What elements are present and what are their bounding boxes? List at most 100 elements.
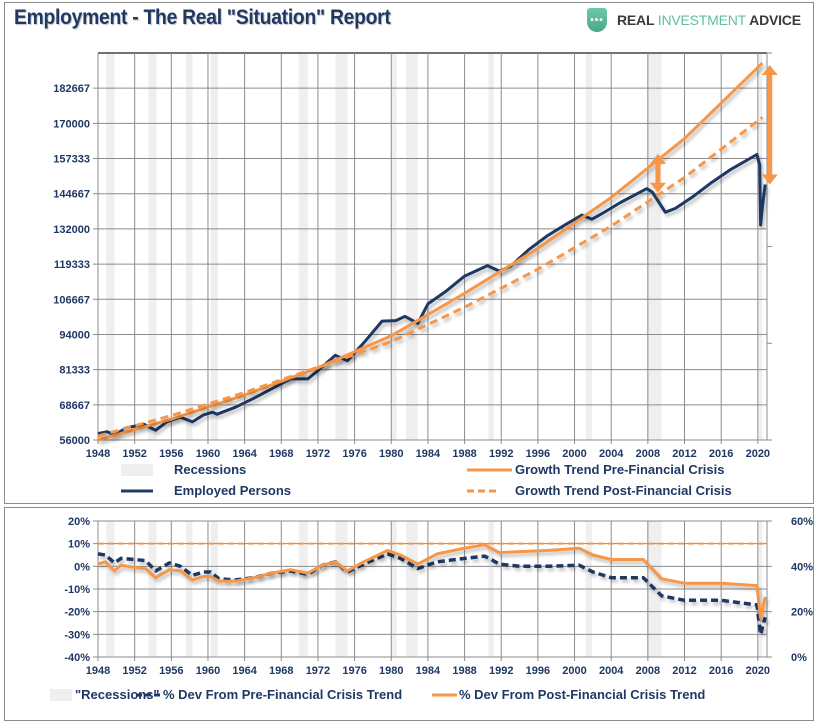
- x-tick-label: 1948: [86, 665, 110, 677]
- x-tick-label: 2012: [672, 665, 696, 677]
- arrow-head-up: [761, 65, 778, 76]
- x-tick-label: 1996: [526, 448, 550, 460]
- x-tick-label: 1952: [122, 665, 146, 677]
- x-tick-label: 2012: [672, 448, 696, 460]
- x-tick-label: 1968: [269, 448, 293, 460]
- brand-word-real: REAL: [617, 12, 658, 28]
- y-tick-label: 10%: [68, 539, 90, 551]
- x-tick-label: 1968: [269, 665, 293, 677]
- brand-logo: ••• REAL INVESTMENT ADVICE: [587, 8, 801, 32]
- x-tick-label: 1952: [122, 448, 146, 460]
- x-tick-label: 1956: [159, 665, 183, 677]
- x-tick-label: 1964: [232, 448, 257, 460]
- x-tick-label: 1960: [196, 665, 220, 677]
- y-tick-label: 144667: [53, 189, 90, 201]
- arrow-head-down: [761, 174, 778, 185]
- legend-item: Growth Trend Post-Financial Crisis: [467, 483, 732, 498]
- legend-item: "Recessions": [50, 687, 160, 702]
- recession-band: [585, 53, 592, 440]
- recession-band: [391, 53, 397, 440]
- y-right-tick-label: 20%: [791, 607, 813, 619]
- series-line--dev-from-post-financial-crisis-trend: [97, 543, 767, 620]
- x-tick-label: 1956: [159, 448, 183, 460]
- arrow-head-down: [649, 182, 666, 193]
- x-tick-label: 2016: [709, 665, 733, 677]
- legend-swatch-recession: [121, 464, 153, 476]
- recession-band: [488, 53, 494, 440]
- x-tick-label: 1996: [526, 665, 550, 677]
- legend-label: Growth Trend Pre-Financial Crisis: [515, 462, 725, 477]
- double-arrow-annotation: [761, 65, 778, 185]
- y-tick-label: 68667: [59, 400, 90, 412]
- y-tick-label: 182667: [53, 83, 90, 95]
- x-tick-label: 1948: [86, 448, 110, 460]
- x-tick-label: 1988: [452, 665, 476, 677]
- brand-word-advice: ADVICE: [745, 12, 801, 28]
- legend-item: % Dev From Pre-Financial Crisis Trend: [136, 687, 402, 702]
- x-tick-label: 2000: [562, 665, 586, 677]
- y-tick-label: 132000: [53, 224, 90, 236]
- brand-word-investment: INVESTMENT: [657, 12, 746, 28]
- recession-band: [405, 53, 418, 440]
- x-tick-label: 1984: [416, 448, 441, 460]
- y-tick-label: 94000: [59, 329, 90, 341]
- legend-item: % Dev From Post-Financial Crisis Trend: [432, 687, 705, 702]
- x-tick-label: 1984: [416, 665, 441, 677]
- recession-band: [148, 53, 157, 440]
- y-right-tick-label: 60%: [791, 516, 813, 528]
- x-tick-label: 1972: [306, 665, 330, 677]
- shield-dots-icon: •••: [587, 8, 607, 32]
- recession-band: [298, 53, 308, 440]
- legend-label: % Dev From Pre-Financial Crisis Trend: [163, 687, 402, 702]
- y-right-tick-label: 40%: [791, 561, 813, 573]
- series-line-employed-persons: [97, 153, 767, 437]
- recession-band: [185, 53, 193, 440]
- recession-band: [106, 53, 115, 440]
- legend-item: Recessions: [121, 462, 246, 477]
- y-tick-label: 119333: [54, 259, 90, 271]
- y-tick-label: 56000: [59, 435, 90, 447]
- series-line-growth-trend-pre-financial-crisis: [97, 62, 764, 442]
- x-tick-label: 1964: [232, 665, 257, 677]
- x-tick-label: 1972: [306, 448, 330, 460]
- recession-band: [646, 53, 662, 440]
- x-tick-label: 1960: [196, 448, 220, 460]
- deviation-chart: 20% 10% 0% -10% -20% -30% -40%1948 1952 1956 1960…: [50, 516, 813, 702]
- chart-title: Employment - The Real "Situation" Report: [14, 6, 391, 29]
- y-tick-label: 81333: [59, 365, 90, 377]
- x-tick-label: 1980: [379, 448, 403, 460]
- x-tick-label: 2020: [746, 448, 770, 460]
- legend-label: Growth Trend Post-Financial Crisis: [515, 483, 732, 498]
- recession-band: [210, 53, 219, 440]
- double-arrow-annotation: [649, 153, 666, 193]
- x-tick-label: 2000: [562, 448, 586, 460]
- y-tick-label: -30%: [64, 629, 90, 641]
- y-tick-label: -20%: [64, 607, 90, 619]
- y-tick-label: 0%: [74, 561, 90, 573]
- y-right-tick-label: 0%: [791, 652, 807, 664]
- y-tick-label: 20%: [68, 516, 90, 528]
- x-tick-label: 2004: [599, 665, 624, 677]
- legend-label: Employed Persons: [174, 483, 291, 498]
- y-tick-label: 106667: [53, 294, 90, 306]
- x-tick-label: 2004: [599, 448, 624, 460]
- x-tick-label: 2020: [746, 665, 770, 677]
- series-line--dev-from-pre-financial-crisis-trend: [97, 552, 767, 637]
- x-tick-label: 1992: [489, 448, 513, 460]
- y-tick-label: 170000: [53, 118, 90, 130]
- x-tick-label: 1976: [342, 448, 366, 460]
- x-tick-label: 2016: [709, 448, 733, 460]
- y-tick-label: -10%: [64, 584, 90, 596]
- legend-label: % Dev From Post-Financial Crisis Trend: [459, 687, 705, 702]
- x-tick-label: 1988: [452, 448, 476, 460]
- y-tick-label: -40%: [64, 652, 90, 664]
- x-tick-label: 1992: [489, 665, 513, 677]
- arrow-head-up: [649, 153, 666, 164]
- recession-band: [758, 53, 763, 440]
- brand-name: REAL INVESTMENT ADVICE: [617, 12, 801, 28]
- x-tick-label: 2008: [636, 665, 660, 677]
- legend-swatch-recession: [50, 689, 72, 701]
- y-tick-label: 157333: [53, 154, 90, 166]
- legend-item: Growth Trend Pre-Financial Crisis: [467, 462, 725, 477]
